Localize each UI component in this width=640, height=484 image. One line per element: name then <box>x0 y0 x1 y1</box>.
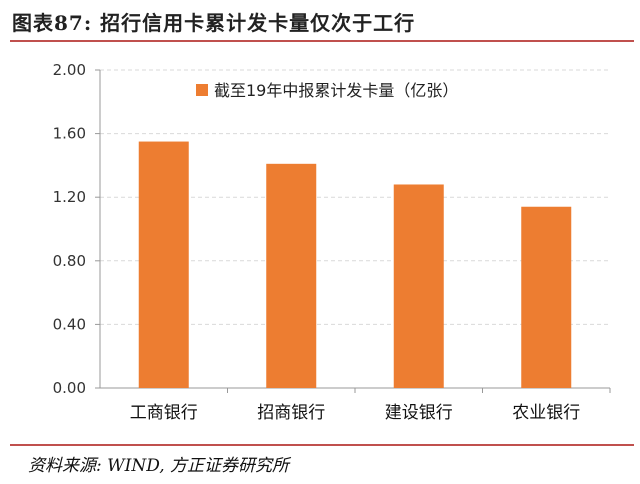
bar <box>393 184 444 388</box>
y-tick-label: 1.60 <box>53 125 86 143</box>
chart-title-bar: 图表87: 招行信用卡累计发卡量仅次于工行 <box>0 0 640 44</box>
y-tick-label: 0.00 <box>53 379 86 397</box>
bar <box>138 141 189 388</box>
legend: 截至19年中报累计发卡量（亿张） <box>196 81 458 100</box>
bar <box>266 163 317 388</box>
y-tick-label: 0.80 <box>53 252 86 270</box>
x-tick-label: 工商银行 <box>130 403 198 423</box>
x-tick-label: 农业银行 <box>512 403 580 423</box>
source-note: 资料来源: WIND, 方正证券研究所 <box>28 456 290 476</box>
x-tick-label: 招商银行 <box>257 403 325 423</box>
legend-swatch <box>196 84 208 96</box>
axes: 0.00 0.40 0.80 1.20 1.60 2.00 工商银行 招商银行 建设银行 农业银行 <box>53 61 611 423</box>
x-tick-label: 建设银行 <box>385 403 453 423</box>
title-divider <box>10 40 634 42</box>
bars <box>138 141 572 388</box>
legend-label: 截至19年中报累计发卡量（亿张） <box>214 81 458 100</box>
y-tick-label: 1.20 <box>53 188 86 206</box>
chart-title: 图表87: 招行信用卡累计发卡量仅次于工行 <box>12 11 416 35</box>
bar <box>521 206 572 388</box>
source-divider <box>10 444 634 446</box>
y-tick-label: 2.00 <box>53 61 86 79</box>
y-tick-label: 0.40 <box>53 315 86 333</box>
bar-chart: 0.00 0.40 0.80 1.20 1.60 2.00 工商银行 招商银行 建设银行 农业银行… <box>53 61 611 423</box>
